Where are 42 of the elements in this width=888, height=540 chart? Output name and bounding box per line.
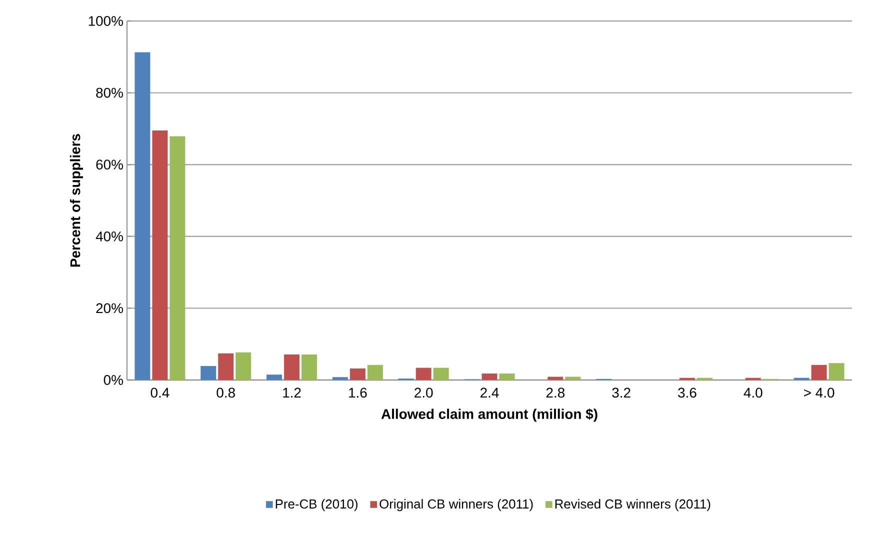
x-tick-label: 0.4 — [150, 388, 170, 398]
bar — [302, 354, 318, 380]
bar — [828, 363, 844, 380]
x-tick-label: 1.6 — [349, 388, 367, 398]
bar — [416, 368, 432, 380]
bar — [236, 352, 252, 380]
bar — [482, 374, 498, 380]
y-tick-label: 100% — [88, 16, 123, 26]
bar — [499, 374, 515, 380]
bar — [284, 354, 300, 380]
y-tick-label: 0% — [104, 375, 123, 385]
bar — [811, 364, 827, 380]
x-tick-label: 2.8 — [546, 388, 565, 398]
x-tick-label: 3.6 — [678, 388, 696, 398]
x-tick-label: 1.2 — [283, 388, 301, 398]
bar — [170, 136, 186, 380]
bar — [350, 368, 366, 380]
y-axis-title: Percent of suppliers — [70, 134, 83, 267]
x-tick-label: 4.0 — [744, 388, 762, 398]
bar — [367, 364, 383, 380]
bar — [565, 376, 581, 380]
y-tick-label: 60% — [96, 160, 123, 170]
x-tick-label: 2.4 — [480, 388, 499, 398]
x-tick-label: 2.0 — [414, 388, 433, 398]
x-tick-label: 0.8 — [216, 388, 235, 398]
legend-label: Original CB winners (2011) — [380, 499, 533, 512]
x-axis-title: Allowed claim amount (million $) — [381, 408, 598, 422]
bar — [152, 130, 168, 380]
bar — [200, 366, 216, 380]
y-tick-label: 80% — [96, 88, 123, 98]
legend-label: Pre-CB (2010) — [276, 499, 358, 512]
bar — [332, 377, 348, 380]
y-tick-label: 20% — [96, 303, 123, 314]
bar — [548, 376, 564, 380]
bar — [218, 353, 234, 380]
x-tick-label: 3.2 — [612, 388, 630, 398]
bar — [433, 368, 449, 380]
bar — [134, 52, 150, 380]
y-tick-label: 40% — [96, 231, 123, 242]
x-tick-label: > 4.0 — [804, 388, 834, 398]
bar — [266, 374, 282, 380]
legend-label: Revised CB winners (2011) — [555, 499, 710, 512]
